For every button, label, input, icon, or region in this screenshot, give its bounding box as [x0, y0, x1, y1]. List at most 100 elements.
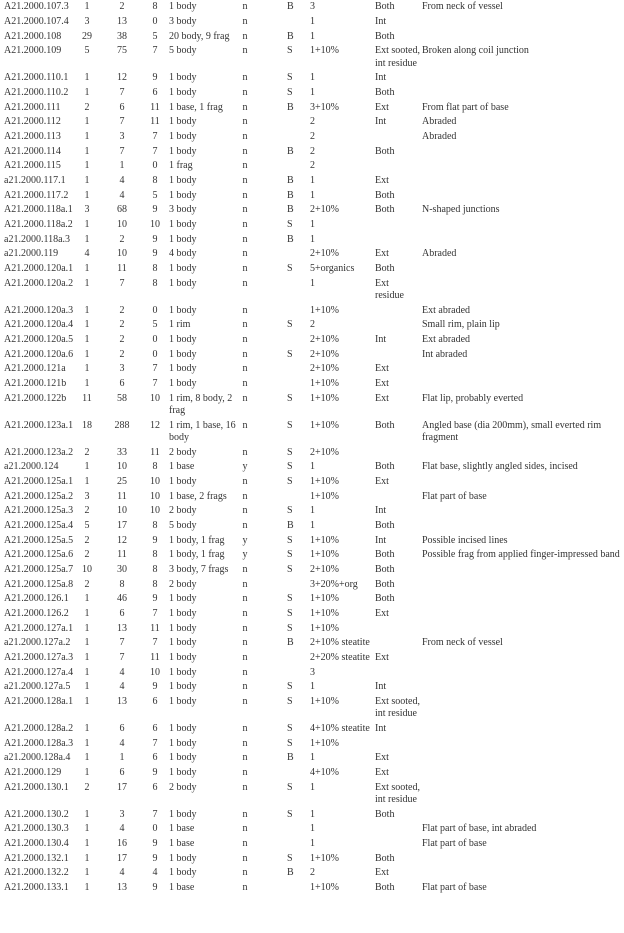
weight-cell: 3: [119, 808, 125, 820]
weight-cell: 288: [114, 419, 130, 431]
thickness-cell: 5: [152, 189, 158, 201]
weight-cell: 10: [117, 218, 127, 230]
inclusions-cell: 1+10%: [310, 45, 339, 57]
description-cell: 3 body: [169, 15, 197, 27]
inclusions-cell: 1: [310, 823, 315, 835]
context-id-cell: A21.2000.120a.4: [4, 319, 74, 331]
context-id-cell: A21.2000.110.1: [4, 72, 69, 84]
sherd-count-cell: 1: [84, 72, 90, 84]
table-row: a21.2000.127a.2 1 7 7 1 body n B 2+10% steatite…: [0, 636, 624, 651]
description-cell: 3 body, 7 frags: [169, 563, 229, 575]
inclusions-cell: 1+10%: [310, 695, 339, 707]
notes-cell: [420, 86, 624, 88]
decorated-cell: n: [242, 737, 248, 749]
sherd-count-cell: 1: [84, 881, 90, 893]
weight-cell: 4: [119, 681, 125, 693]
description-cell: 4 body: [169, 248, 197, 260]
description-cell: 1 body: [169, 637, 197, 649]
weight-cell: 3: [119, 130, 125, 142]
residue-cell: Both: [375, 852, 395, 864]
table-row: A21.2000.121b 1 6 7 1 body n 1+10% Ext: [0, 377, 624, 392]
thickness-cell: 8: [152, 1, 158, 13]
fabric-cell: S: [287, 563, 293, 575]
fabric-cell: B: [287, 101, 294, 113]
description-cell: 1 body, 1 frag: [169, 534, 225, 546]
weight-cell: 2: [119, 233, 125, 245]
inclusions-cell: 2: [310, 116, 315, 128]
inclusions-cell: 1: [310, 519, 315, 531]
notes-cell: From flat part of base: [422, 101, 509, 113]
description-cell: 1 body, 1 frag: [169, 549, 225, 561]
fabric-cell: S: [287, 86, 293, 98]
decorated-cell: n: [242, 781, 248, 793]
thickness-cell: 12: [150, 419, 160, 431]
table-row: A21.2000.125a.2 3 11 10 1 base, 2 frags n 1+10…: [0, 489, 624, 504]
inclusions-cell: 1+10%: [310, 377, 339, 389]
decorated-cell: n: [242, 622, 248, 634]
weight-cell: 13: [117, 622, 127, 634]
fabric-cell: [250, 837, 310, 839]
context-id-cell: A21.2000.129: [4, 766, 62, 778]
thickness-cell: 0: [152, 160, 158, 172]
context-id-cell: a21.2000.127a.2: [4, 637, 71, 649]
context-id-cell: a21.2000.128a.4: [4, 752, 71, 764]
table-row: A21.2000.125a.4 5 17 8 5 body n B 1 Both: [0, 519, 624, 534]
decorated-cell: n: [242, 695, 248, 707]
context-id-cell: A21.2000.114: [4, 145, 61, 157]
notes-cell: Abraded: [422, 116, 457, 128]
sherd-count-cell: 1: [84, 681, 90, 693]
residue-cell: Both: [375, 1, 395, 13]
context-id-cell: A21.2000.125a.2: [4, 490, 74, 502]
thickness-cell: 8: [152, 461, 158, 473]
notes-cell: [420, 519, 624, 521]
thickness-cell: 11: [150, 116, 160, 128]
fabric-cell: S: [287, 534, 293, 546]
fabric-cell: [250, 333, 310, 335]
sherd-count-cell: 1: [84, 622, 90, 634]
fabric-cell: B: [287, 752, 294, 764]
residue-cell: Both: [375, 881, 395, 893]
residue-cell: Both: [375, 519, 395, 531]
context-id-cell: A21.2000.118a.2: [4, 218, 73, 230]
inclusions-cell: 1: [310, 277, 315, 289]
context-id-cell: A21.2000.113: [4, 130, 61, 142]
sherd-count-cell: 2: [84, 534, 90, 546]
notes-cell: Abraded: [422, 130, 457, 142]
residue-cell: [375, 736, 420, 738]
sherd-count-cell: 1: [84, 218, 90, 230]
sherd-count-cell: 5: [84, 519, 90, 531]
decorated-cell: n: [242, 392, 248, 404]
context-id-cell: A21.2000.132.1: [4, 852, 69, 864]
residue-cell: [375, 822, 420, 824]
residue-cell: Ext: [375, 651, 389, 663]
table-row: A21.2000.125a.5 2 12 9 1 body, 1 frag y S 1+10%…: [0, 533, 624, 548]
fabric-cell: S: [287, 722, 293, 734]
decorated-cell: n: [242, 752, 248, 764]
notes-cell: Flat part of base: [422, 837, 487, 849]
residue-cell: [375, 636, 420, 638]
notes-cell: [420, 621, 624, 623]
inclusions-cell: 3: [310, 1, 315, 13]
context-id-cell: A21.2000.125a.1: [4, 475, 74, 487]
inclusions-cell: 1: [310, 233, 315, 245]
residue-cell: [375, 489, 420, 491]
table-row: A21.2000.125a.1 1 25 10 1 body n S 1+10% Ext: [0, 475, 624, 490]
thickness-cell: 8: [152, 563, 158, 575]
inclusions-cell: 1: [310, 86, 315, 98]
notes-cell: [420, 607, 624, 609]
weight-cell: 68: [117, 204, 127, 216]
table-row: A21.2000.128a.2 1 6 6 1 body n S 4+10% steatite…: [0, 722, 624, 737]
thickness-cell: 10: [150, 505, 160, 517]
fabric-cell: [250, 15, 310, 17]
table-row: A21.2000.120a.3 1 2 0 1 body n 1+10% Ext abrade…: [0, 303, 624, 318]
context-id-cell: A21.2000.121a: [4, 363, 66, 375]
weight-cell: 13: [117, 15, 127, 27]
thickness-cell: 10: [150, 392, 160, 404]
sherd-count-cell: 1: [84, 651, 90, 663]
description-cell: 1 frag: [169, 160, 193, 172]
context-id-cell: a21.2000.124: [4, 461, 59, 473]
decorated-cell: n: [242, 419, 248, 431]
residue-cell: [375, 445, 420, 447]
notes-cell: [420, 504, 624, 506]
description-cell: 2 body: [169, 446, 197, 458]
